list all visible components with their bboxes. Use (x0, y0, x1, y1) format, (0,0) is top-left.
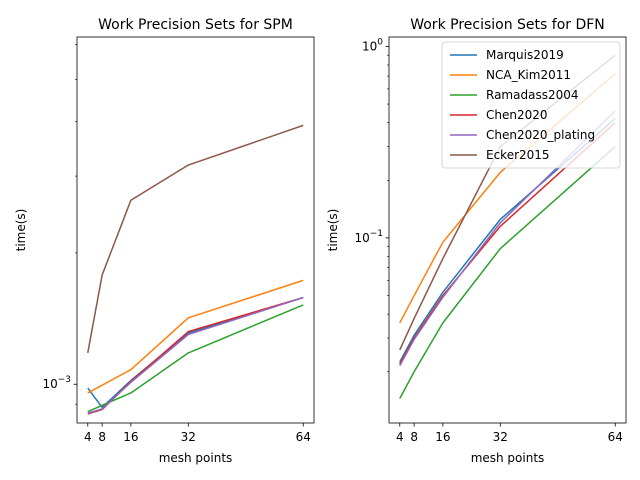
dfn-chart-panel: Work Precision Sets for DFN 4 8 16 32 64 10−… (326, 17, 627, 465)
spm-x-tick-label: 16 (123, 430, 138, 444)
spm-series-ramadass2004 (87, 304, 304, 413)
spm-y-axis-label: time(s) (14, 209, 28, 252)
spm-x-tick-label: 32 (181, 430, 196, 444)
dfn-series-ramadass2004 (399, 145, 616, 399)
spm-plot-area (87, 124, 304, 415)
dfn-chart-title: Work Precision Sets for DFN (410, 17, 605, 33)
dfn-y-tick-label: 100 (362, 37, 383, 53)
spm-x-axis-label: mesh points (159, 451, 233, 465)
dfn-series-chen2020 (399, 122, 616, 365)
legend-label-ecker2015: Ecker2015 (486, 148, 550, 162)
dfn-y-tick-label: 10−1 (354, 229, 383, 245)
legend-label-chen2020: Chen2020 (486, 108, 548, 122)
legend-box (441, 41, 621, 169)
dfn-y-axis-label: time(s) (326, 209, 340, 252)
spm-y-tick-label: 10−3 (42, 375, 71, 391)
legend-label-nca-kim2011: NCA_Kim2011 (486, 68, 571, 82)
spm-x-tick-label: 8 (98, 430, 106, 444)
spm-x-tick-label: 4 (84, 430, 92, 444)
spm-series-chen2020-plating (87, 296, 304, 414)
spm-y-ticks: 10−3 (42, 44, 77, 405)
spm-chart-panel: Work Precision Sets for SPM 4 8 16 32 64 10−… (14, 17, 315, 465)
spm-series-ecker2015 (87, 124, 304, 354)
dfn-legend: Marquis2019 NCA_Kim2011 Ramadass2004 Chen20… (441, 41, 621, 169)
spm-x-ticks: 4 8 16 32 64 (84, 423, 311, 444)
dfn-x-tick-label: 64 (608, 430, 623, 444)
dfn-y-ticks: 10−1 100 (354, 37, 389, 373)
dfn-x-tick-label: 8 (410, 430, 418, 444)
dfn-x-ticks: 4 8 16 32 64 (396, 423, 623, 444)
dfn-series-chen2020-plating (399, 110, 616, 367)
spm-chart-title: Work Precision Sets for SPM (98, 17, 293, 33)
dfn-x-tick-label: 16 (435, 430, 450, 444)
legend-label-marquis2019: Marquis2019 (486, 48, 564, 62)
spm-x-tick-label: 64 (296, 430, 311, 444)
spm-series-nca-kim2011 (87, 279, 304, 394)
legend-label-ramadass2004: Ramadass2004 (486, 88, 578, 102)
spm-axes-frame (76, 36, 315, 424)
dfn-x-axis-label: mesh points (471, 451, 545, 465)
legend-label-chen2020-plating: Chen2020_plating (486, 128, 595, 142)
dfn-x-tick-label: 4 (396, 430, 404, 444)
dfn-x-tick-label: 32 (493, 430, 508, 444)
dfn-axes-frame (388, 36, 627, 424)
